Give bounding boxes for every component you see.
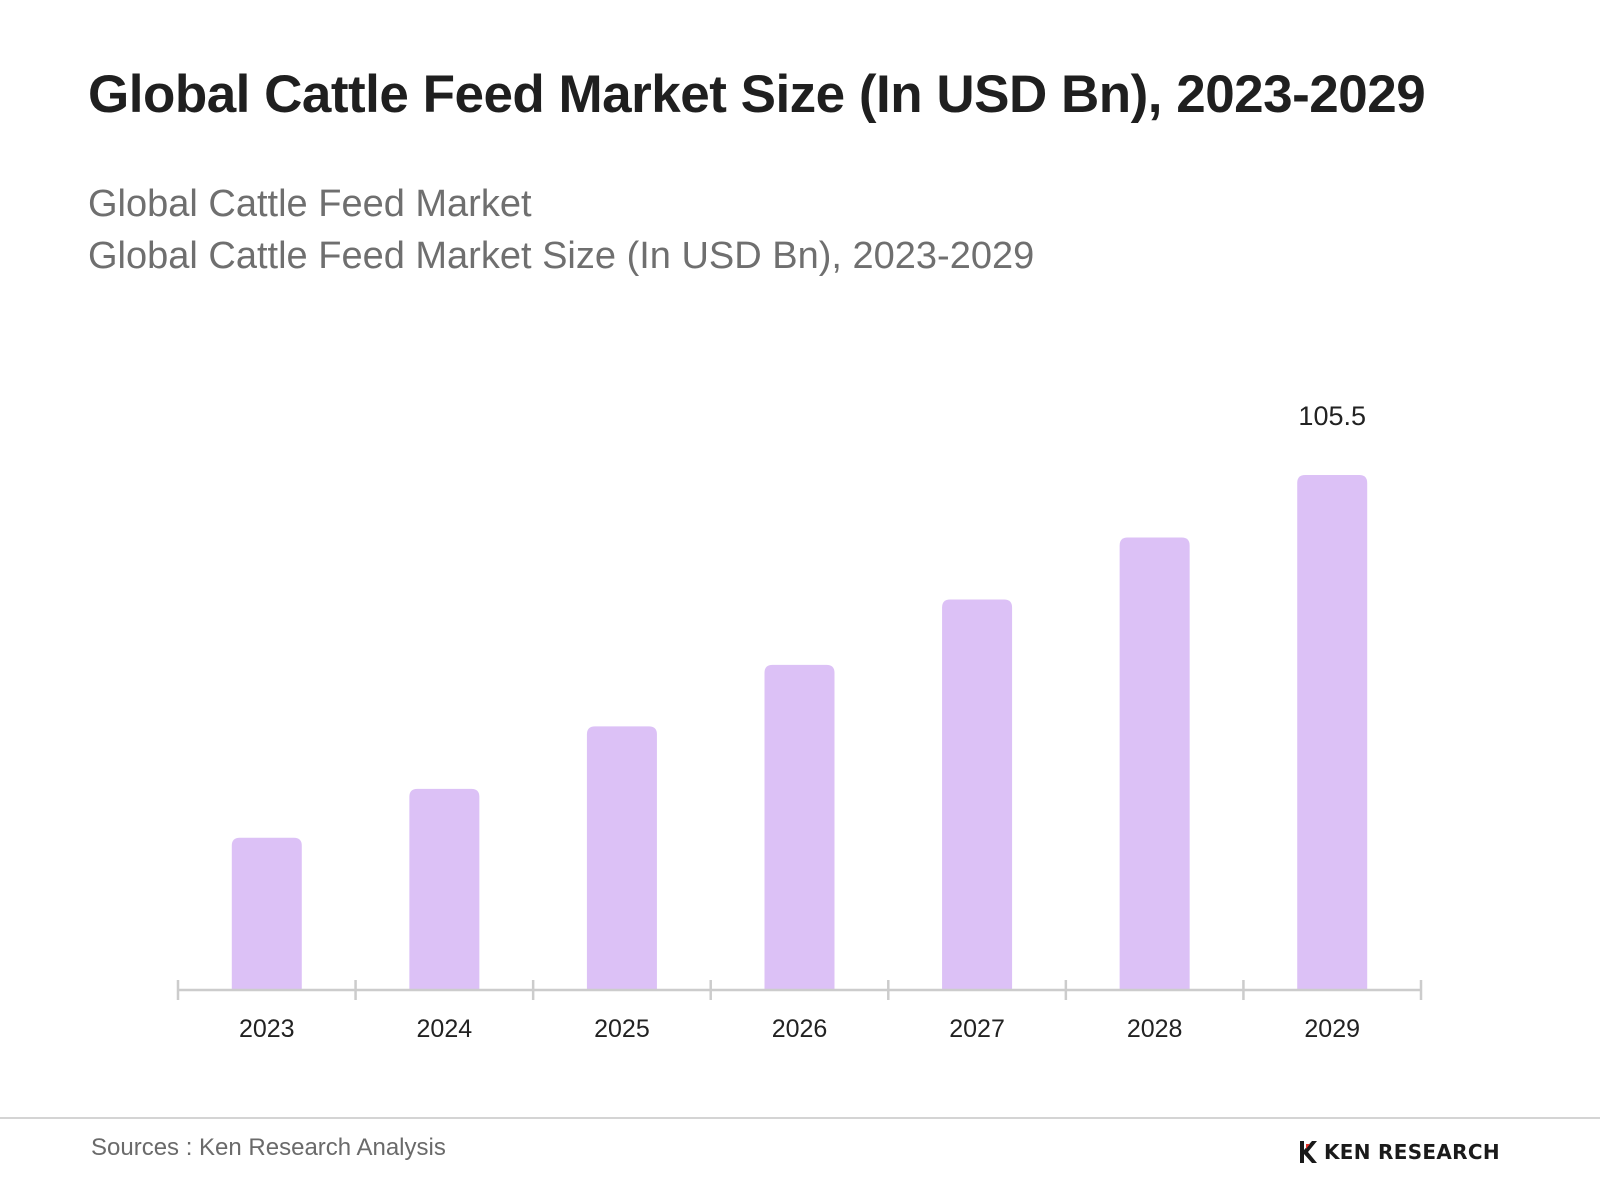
ken-research-logo: KEN RESEARCH bbox=[1298, 1136, 1500, 1168]
x-tick-label-2026: 2026 bbox=[772, 1015, 828, 1043]
x-tick-label-2023: 2023 bbox=[239, 1015, 295, 1043]
bar-2027 bbox=[942, 599, 1013, 990]
bar-2026 bbox=[764, 664, 835, 990]
ken-research-logo-text: KEN RESEARCH bbox=[1324, 1140, 1500, 1164]
x-tick-label-2028: 2028 bbox=[1127, 1015, 1183, 1043]
x-tick-label-2029: 2029 bbox=[1304, 1015, 1360, 1043]
bar-2025 bbox=[586, 726, 657, 990]
x-tick-label-2024: 2024 bbox=[417, 1015, 473, 1043]
bar-2029 bbox=[1297, 475, 1368, 990]
data-label-2029: 105.5 bbox=[1298, 401, 1366, 431]
bar-2024 bbox=[409, 788, 480, 990]
bar-2028 bbox=[1119, 537, 1190, 990]
footer-divider bbox=[0, 1117, 1600, 1119]
x-tick-label-2027: 2027 bbox=[949, 1015, 1005, 1043]
chart-subtitle-description: Global Cattle Feed Market Size (In USD B… bbox=[88, 235, 1035, 277]
chart-subtitle-market: Global Cattle Feed Market bbox=[88, 183, 532, 225]
source-note: Sources : Ken Research Analysis bbox=[91, 1134, 446, 1161]
chart-title: Global Cattle Feed Market Size (In USD B… bbox=[88, 65, 1426, 124]
bar-2023 bbox=[231, 837, 302, 990]
x-tick-label-2025: 2025 bbox=[594, 1015, 650, 1043]
ken-research-logo-icon bbox=[1300, 1141, 1317, 1163]
